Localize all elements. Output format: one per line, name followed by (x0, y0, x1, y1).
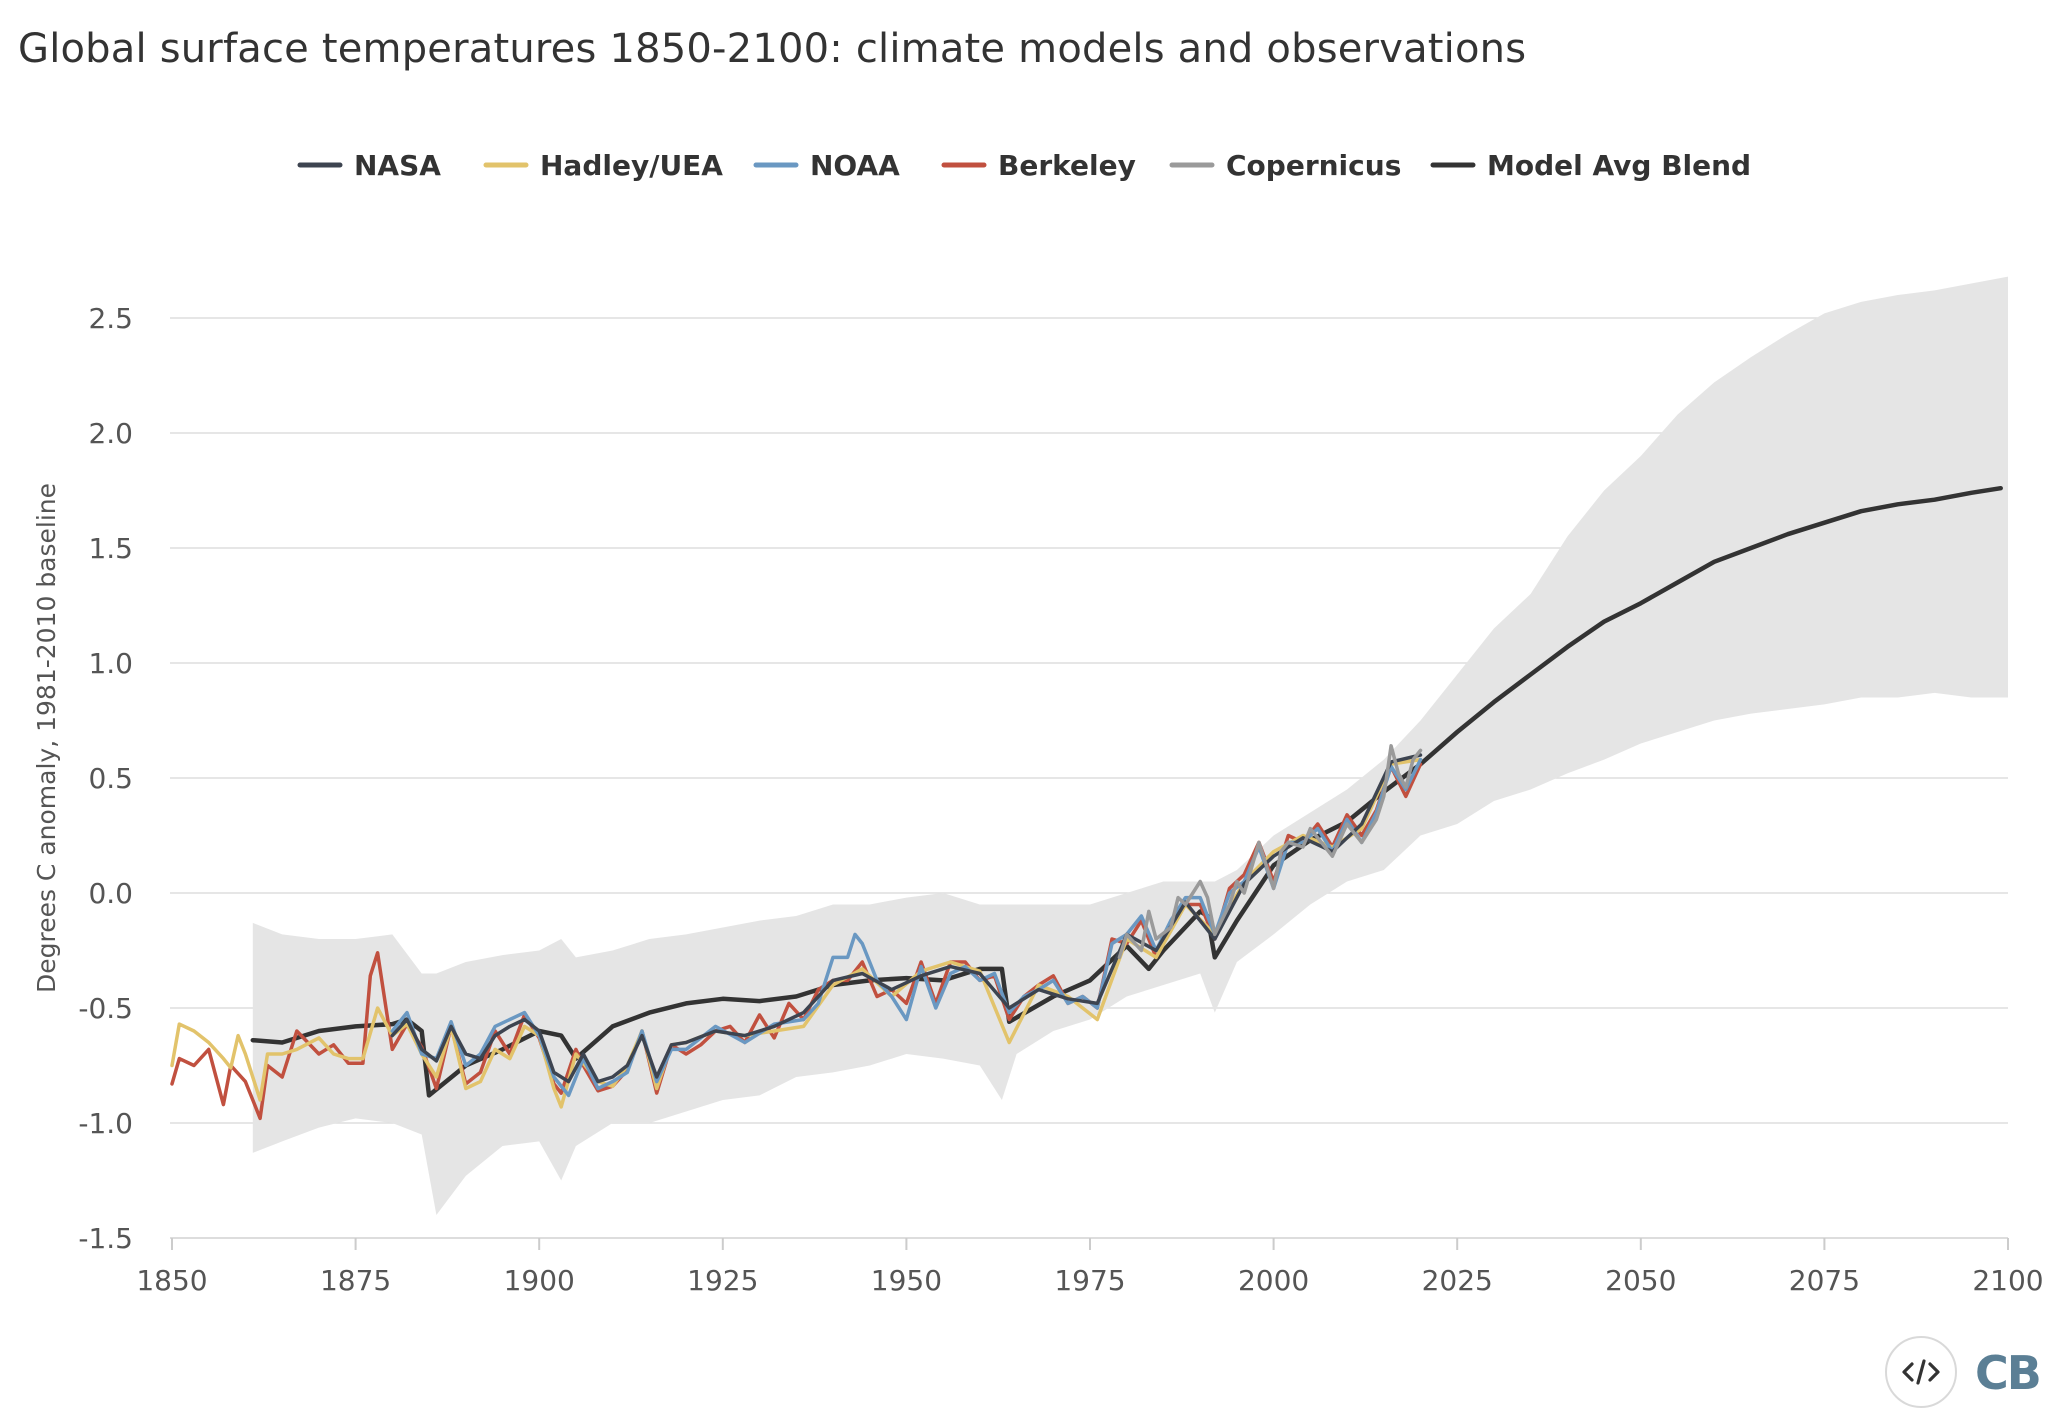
x-tick-label: 1850 (136, 1264, 207, 1297)
y-tick-label: 0.5 (88, 762, 133, 795)
chart-legend: NASA Hadley/UEA NOAA Berkeley Copernicus Mode… (297, 149, 1751, 182)
x-tick-label: 2075 (1789, 1264, 1860, 1297)
y-tick-label: 0.0 (88, 877, 133, 910)
x-tick-label: 2025 (1422, 1264, 1493, 1297)
legend-label-copernicus: Copernicus (1226, 149, 1401, 182)
model-range-area (252, 276, 2008, 1216)
code-embed-icon[interactable] (1885, 1336, 1957, 1408)
x-tick-label: 2050 (1605, 1264, 1676, 1297)
carbon-brief-logo: CB (1975, 1346, 2042, 1400)
y-tick-label: 2.5 (88, 302, 133, 335)
legend-label-noaa: NOAA (810, 149, 900, 182)
x-tick-label: 1975 (1054, 1264, 1125, 1297)
legend-label-berkeley: Berkeley (998, 149, 1136, 182)
chart-title: Global surface temperatures 1850-2100: c… (18, 26, 1527, 72)
legend-label-model-avg-blend: Model Avg Blend (1487, 149, 1751, 182)
y-tick-label: 1.5 (88, 532, 133, 565)
legend-label-hadley-uea: Hadley/UEA (540, 149, 723, 182)
series-line-berkeley (170, 762, 1423, 1121)
x-tick-label: 2100 (1972, 1264, 2043, 1297)
x-axis: 1850 1875 1900 1925 1950 1975 2000 2025 2050 2075… (136, 1238, 2044, 1297)
legend-label-nasa: NASA (354, 149, 441, 182)
model-range-band (252, 276, 2008, 1216)
series-line-copernicus (1117, 744, 1423, 960)
x-tick-label: 1875 (320, 1264, 391, 1297)
y-tick-label: 1.0 (88, 647, 133, 680)
x-tick-label: 1925 (687, 1264, 758, 1297)
series-lines (170, 485, 2003, 1121)
code-glyph-icon (1902, 1359, 1940, 1385)
series-line-nasa (390, 753, 1423, 1084)
y-tick-label: 2.0 (88, 417, 133, 450)
y-tick-label: -1.5 (78, 1222, 133, 1255)
y-axis-title: Degrees C anomaly, 1981-2010 baseline (32, 483, 61, 993)
x-tick-label: 1950 (871, 1264, 942, 1297)
y-tick-label: -0.5 (78, 992, 133, 1025)
y-axis: -1.5 -1.0 -0.5 0.0 0.5 1.0 1.5 2.0 2.5 Degrees C … (32, 302, 133, 1255)
y-tick-label: -1.0 (78, 1107, 133, 1140)
x-tick-label: 1900 (504, 1264, 575, 1297)
x-tick-label: 2000 (1238, 1264, 1309, 1297)
